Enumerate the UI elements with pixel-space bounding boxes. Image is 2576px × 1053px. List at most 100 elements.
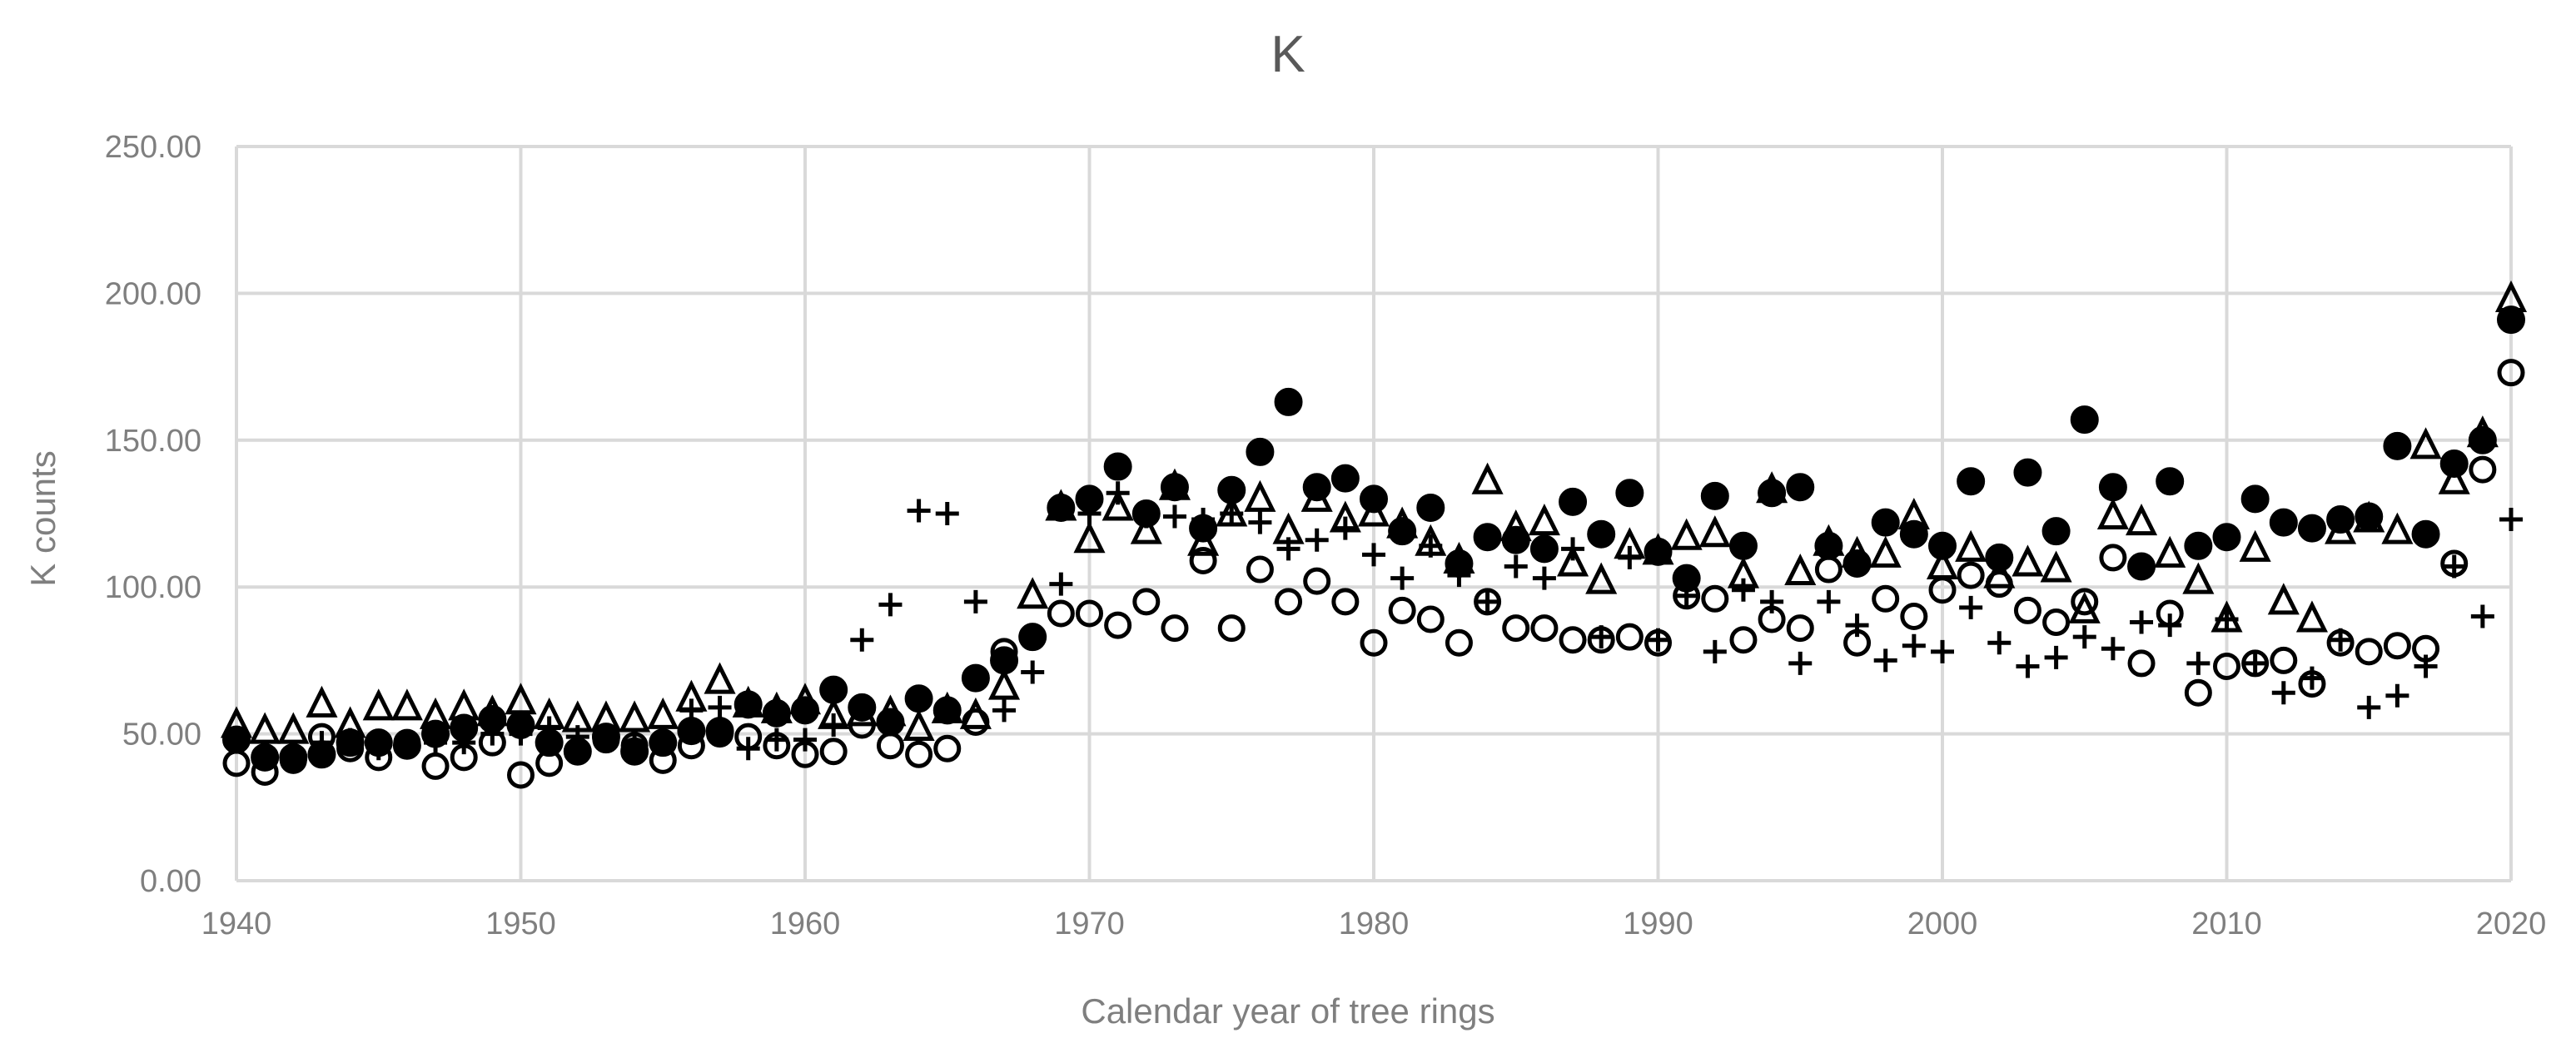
x-tick-label: 1950 bbox=[485, 906, 556, 941]
open-circle-point bbox=[2127, 649, 2156, 678]
open-circle-point bbox=[1445, 628, 1473, 657]
plus-point bbox=[1703, 639, 1727, 663]
triangle-point bbox=[704, 662, 736, 694]
plus-point bbox=[366, 737, 390, 761]
open-circle-point bbox=[819, 738, 848, 766]
triangle-point bbox=[2154, 535, 2186, 568]
triangle-point bbox=[1557, 544, 1589, 577]
triangle-point bbox=[2353, 500, 2385, 533]
open-circle-point bbox=[1076, 599, 1103, 628]
triangle-point bbox=[1756, 471, 1788, 504]
y-tick-label: 100.00 bbox=[105, 570, 201, 605]
triangle-point bbox=[2068, 591, 2101, 623]
triangle-point bbox=[1158, 468, 1191, 500]
triangle-point bbox=[619, 700, 651, 733]
plus-point bbox=[1419, 534, 1443, 558]
plus-point bbox=[1362, 543, 1385, 567]
plus-point bbox=[2414, 654, 2438, 678]
plus-point bbox=[1475, 589, 1499, 613]
plus-point bbox=[2385, 683, 2409, 708]
triangle-point bbox=[1300, 479, 1333, 512]
plus-point bbox=[1817, 589, 1841, 613]
open-circle-point bbox=[990, 638, 1018, 666]
plus-point bbox=[2186, 651, 2210, 675]
triangle-point bbox=[788, 683, 822, 715]
open-circle-point bbox=[2497, 359, 2525, 387]
filled-circle-point bbox=[2269, 508, 2298, 537]
open-circle-point bbox=[1303, 567, 1331, 595]
plus-point bbox=[793, 728, 817, 752]
series-plus bbox=[225, 481, 2523, 767]
triangle-point bbox=[1897, 497, 1930, 530]
plus-point bbox=[1248, 510, 1272, 534]
data-points bbox=[220, 280, 2528, 789]
triangle-point bbox=[2096, 497, 2129, 530]
plus-point bbox=[2044, 645, 2068, 669]
open-circle-point bbox=[1132, 588, 1161, 616]
open-circle-point bbox=[1161, 614, 1189, 643]
plus-point bbox=[1049, 572, 1073, 596]
x-tick-label: 2010 bbox=[2191, 906, 2262, 941]
triangle-point bbox=[1926, 547, 1959, 580]
triangle-point bbox=[874, 694, 907, 727]
plus-point bbox=[1618, 545, 1642, 569]
triangle-point bbox=[760, 691, 793, 723]
plus-point bbox=[1959, 595, 1983, 619]
plus-point bbox=[1333, 516, 1357, 540]
triangle-point bbox=[277, 712, 310, 744]
triangle-point bbox=[420, 697, 452, 729]
triangle-point bbox=[647, 697, 679, 729]
plus-point bbox=[1760, 589, 1784, 613]
open-circle-point bbox=[1701, 584, 1729, 613]
open-circle-point bbox=[933, 734, 962, 762]
open-circle-point bbox=[2013, 596, 2041, 624]
plus-point bbox=[565, 725, 589, 749]
triangle-point bbox=[1528, 503, 1560, 536]
filled-circle-point bbox=[2070, 405, 2099, 435]
filled-circle-point bbox=[961, 663, 990, 693]
filled-circle-point bbox=[1473, 523, 1502, 552]
x-tick-label: 1960 bbox=[770, 906, 841, 941]
plus-point bbox=[537, 716, 561, 740]
plus-point bbox=[281, 743, 306, 767]
y-tick-label: 150.00 bbox=[105, 424, 201, 459]
open-circle-point bbox=[2355, 638, 2383, 666]
x-tick-label: 1970 bbox=[1054, 906, 1125, 941]
plus-point bbox=[338, 728, 362, 752]
open-circle-point bbox=[2270, 646, 2298, 674]
open-circle-point bbox=[507, 761, 535, 789]
triangle-point bbox=[1471, 462, 1504, 494]
plus-point bbox=[1276, 537, 1300, 561]
plus-point bbox=[1021, 660, 1045, 684]
filled-circle-point bbox=[2497, 305, 2525, 335]
plus-point bbox=[1504, 554, 1528, 579]
filled-circle-point bbox=[1700, 481, 1729, 510]
open-circle-point bbox=[1957, 561, 1985, 589]
plus-point bbox=[651, 728, 675, 752]
triangle-point bbox=[390, 688, 423, 721]
triangle-point bbox=[732, 685, 764, 718]
triangle-point bbox=[2494, 280, 2528, 312]
plus-point bbox=[594, 725, 618, 749]
plus-point bbox=[1305, 528, 1329, 552]
open-circle-point bbox=[2383, 632, 2411, 660]
filled-circle-point bbox=[1529, 534, 1559, 564]
triangle-point bbox=[1073, 521, 1106, 554]
plus-point bbox=[2300, 666, 2324, 690]
triangle-point bbox=[448, 688, 480, 721]
open-circle-point bbox=[1502, 614, 1530, 643]
plus-point bbox=[2329, 628, 2353, 652]
plus-point bbox=[1561, 537, 1585, 561]
filled-circle-point bbox=[1246, 437, 1275, 466]
series-open-circle bbox=[222, 359, 2525, 789]
x-axis-ticks: 1940 1950 1960 1970 1980 1990 2000 2010 2020 bbox=[201, 906, 2547, 941]
plus-point bbox=[1390, 566, 1415, 590]
plus-point bbox=[2158, 613, 2182, 638]
triangle-point bbox=[959, 697, 992, 729]
y-tick-label: 200.00 bbox=[105, 276, 201, 311]
open-circle-point bbox=[2071, 588, 2099, 616]
plus-point bbox=[2357, 695, 2381, 719]
filled-circle-point bbox=[2184, 531, 2213, 560]
plus-point bbox=[1162, 504, 1186, 529]
